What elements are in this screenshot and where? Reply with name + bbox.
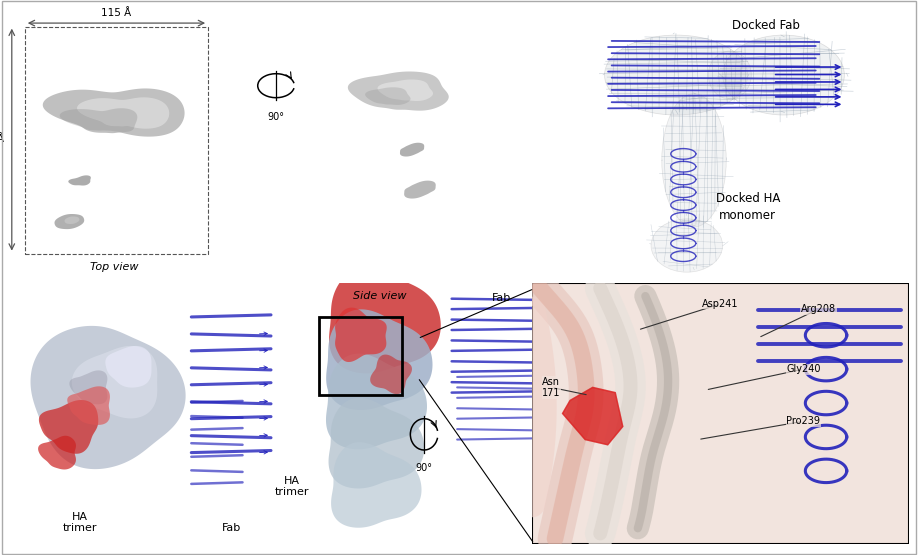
Text: Asp241: Asp241 [702, 299, 739, 309]
Polygon shape [329, 268, 441, 374]
Polygon shape [43, 88, 185, 137]
Text: Fab: Fab [492, 294, 510, 304]
Text: Top view: Top view [90, 262, 138, 272]
Text: Asn
171: Asn 171 [542, 377, 561, 398]
Polygon shape [329, 398, 424, 488]
Polygon shape [400, 143, 424, 157]
Polygon shape [326, 354, 427, 449]
Polygon shape [39, 400, 98, 454]
Polygon shape [54, 214, 84, 229]
Text: Pro239: Pro239 [787, 416, 821, 426]
Polygon shape [331, 442, 421, 528]
Polygon shape [70, 370, 107, 404]
Bar [319, 317, 402, 395]
Polygon shape [68, 175, 91, 185]
Ellipse shape [709, 51, 751, 99]
Polygon shape [60, 108, 138, 132]
Polygon shape [106, 346, 151, 387]
Polygon shape [563, 387, 622, 445]
Text: Docked Fab: Docked Fab [732, 19, 800, 32]
Polygon shape [326, 309, 432, 410]
Ellipse shape [662, 94, 726, 227]
Polygon shape [72, 346, 157, 418]
Polygon shape [335, 307, 386, 362]
Ellipse shape [722, 35, 845, 115]
Polygon shape [67, 386, 110, 425]
Polygon shape [30, 326, 185, 469]
Polygon shape [377, 79, 433, 101]
Text: 90°: 90° [416, 463, 432, 473]
Polygon shape [77, 97, 169, 129]
Text: Side view: Side view [353, 291, 407, 301]
Polygon shape [64, 216, 79, 224]
Text: HA
trimer: HA trimer [274, 476, 309, 497]
Text: Gly240: Gly240 [786, 364, 821, 374]
Text: HA
trimer: HA trimer [63, 512, 97, 533]
Polygon shape [370, 355, 412, 394]
Text: Docked HA
monomer: Docked HA monomer [715, 192, 780, 222]
Text: 115 Å: 115 Å [101, 8, 131, 18]
Text: 110 Å: 110 Å [0, 134, 4, 144]
Text: Arg208: Arg208 [800, 304, 836, 314]
Ellipse shape [651, 219, 722, 272]
Polygon shape [348, 72, 449, 110]
Polygon shape [563, 387, 622, 445]
Text: Fab: Fab [221, 523, 241, 533]
Ellipse shape [604, 35, 748, 115]
Polygon shape [39, 436, 76, 470]
Bar [25, 27, 208, 254]
Text: 90°: 90° [267, 112, 285, 122]
Polygon shape [365, 87, 410, 105]
Polygon shape [404, 180, 436, 199]
